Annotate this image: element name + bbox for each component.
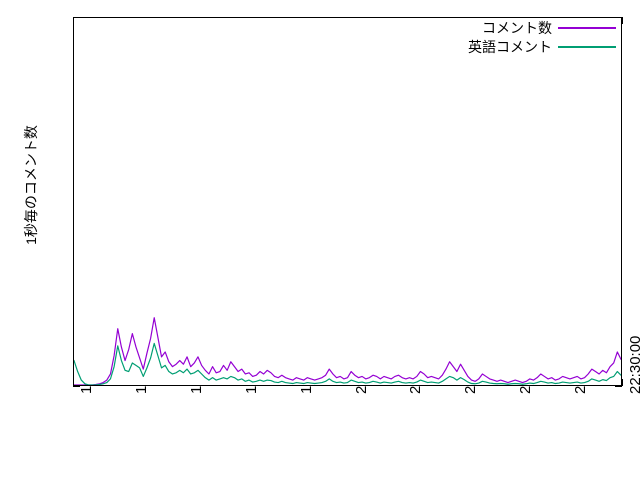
y-axis-title: 1秒毎のコメント数 bbox=[23, 125, 39, 245]
plot-area bbox=[73, 17, 622, 386]
legend-item-comment-count: コメント数 bbox=[444, 18, 616, 37]
series-line-comment-count bbox=[74, 317, 621, 385]
x-tick-label: 22:30:00 bbox=[627, 335, 640, 394]
series-lines bbox=[74, 317, 621, 385]
legend-label-english-comment: 英語コメント bbox=[468, 38, 552, 55]
legend-swatch-english-comment bbox=[558, 45, 616, 48]
y-tick-mark bbox=[73, 386, 80, 387]
series-line-english-comment bbox=[74, 342, 621, 385]
x-tick-mark-top bbox=[622, 17, 623, 24]
x-tick-mark bbox=[622, 379, 623, 386]
legend: コメント数 英語コメント bbox=[444, 18, 616, 56]
legend-swatch-comment-count bbox=[558, 26, 616, 29]
legend-label-comment-count: コメント数 bbox=[482, 19, 552, 36]
legend-item-english-comment: 英語コメント bbox=[444, 37, 616, 56]
y-tick-mark-right bbox=[615, 386, 622, 387]
